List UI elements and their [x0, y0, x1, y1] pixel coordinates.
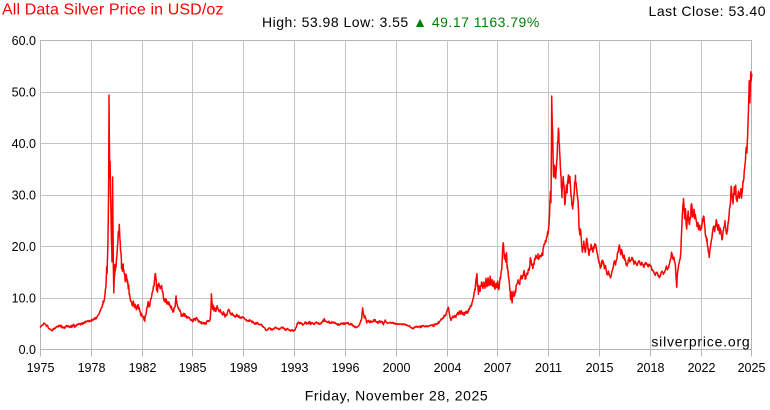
svg-text:2018: 2018 [637, 361, 665, 375]
svg-text:20.0: 20.0 [12, 240, 36, 254]
svg-text:1985: 1985 [179, 361, 207, 375]
svg-text:40.0: 40.0 [12, 137, 36, 151]
svg-text:30.0: 30.0 [12, 189, 36, 203]
svg-text:Friday, November 28, 2025: Friday, November 28, 2025 [305, 388, 489, 404]
svg-text:2025: 2025 [738, 361, 766, 375]
svg-text:10.0: 10.0 [12, 292, 36, 306]
svg-text:1993: 1993 [281, 361, 309, 375]
svg-text:High: 53.98 Low: 3.55 ▲ 49.17: High: 53.98 Low: 3.55 ▲ 49.17 1163.79% [262, 14, 540, 30]
svg-text:2015: 2015 [586, 361, 614, 375]
svg-text:1996: 1996 [332, 361, 360, 375]
svg-text:1975: 1975 [27, 361, 55, 375]
svg-text:All Data Silver Price in USD/o: All Data Silver Price in USD/oz [2, 2, 224, 19]
svg-text:2004: 2004 [434, 361, 462, 375]
svg-text:1982: 1982 [129, 361, 157, 375]
svg-text:2000: 2000 [383, 361, 411, 375]
svg-text:Last Close: 53.40: Last Close: 53.40 [649, 3, 766, 19]
svg-text:0.0: 0.0 [19, 343, 36, 357]
svg-text:2007: 2007 [484, 361, 512, 375]
svg-text:1978: 1978 [78, 361, 106, 375]
svg-text:2022: 2022 [688, 361, 716, 375]
svg-text:silverprice.org: silverprice.org [651, 334, 750, 350]
svg-text:1989: 1989 [230, 361, 258, 375]
svg-text:2011: 2011 [535, 361, 562, 375]
svg-text:60.0: 60.0 [12, 34, 36, 48]
svg-text:50.0: 50.0 [12, 86, 36, 100]
